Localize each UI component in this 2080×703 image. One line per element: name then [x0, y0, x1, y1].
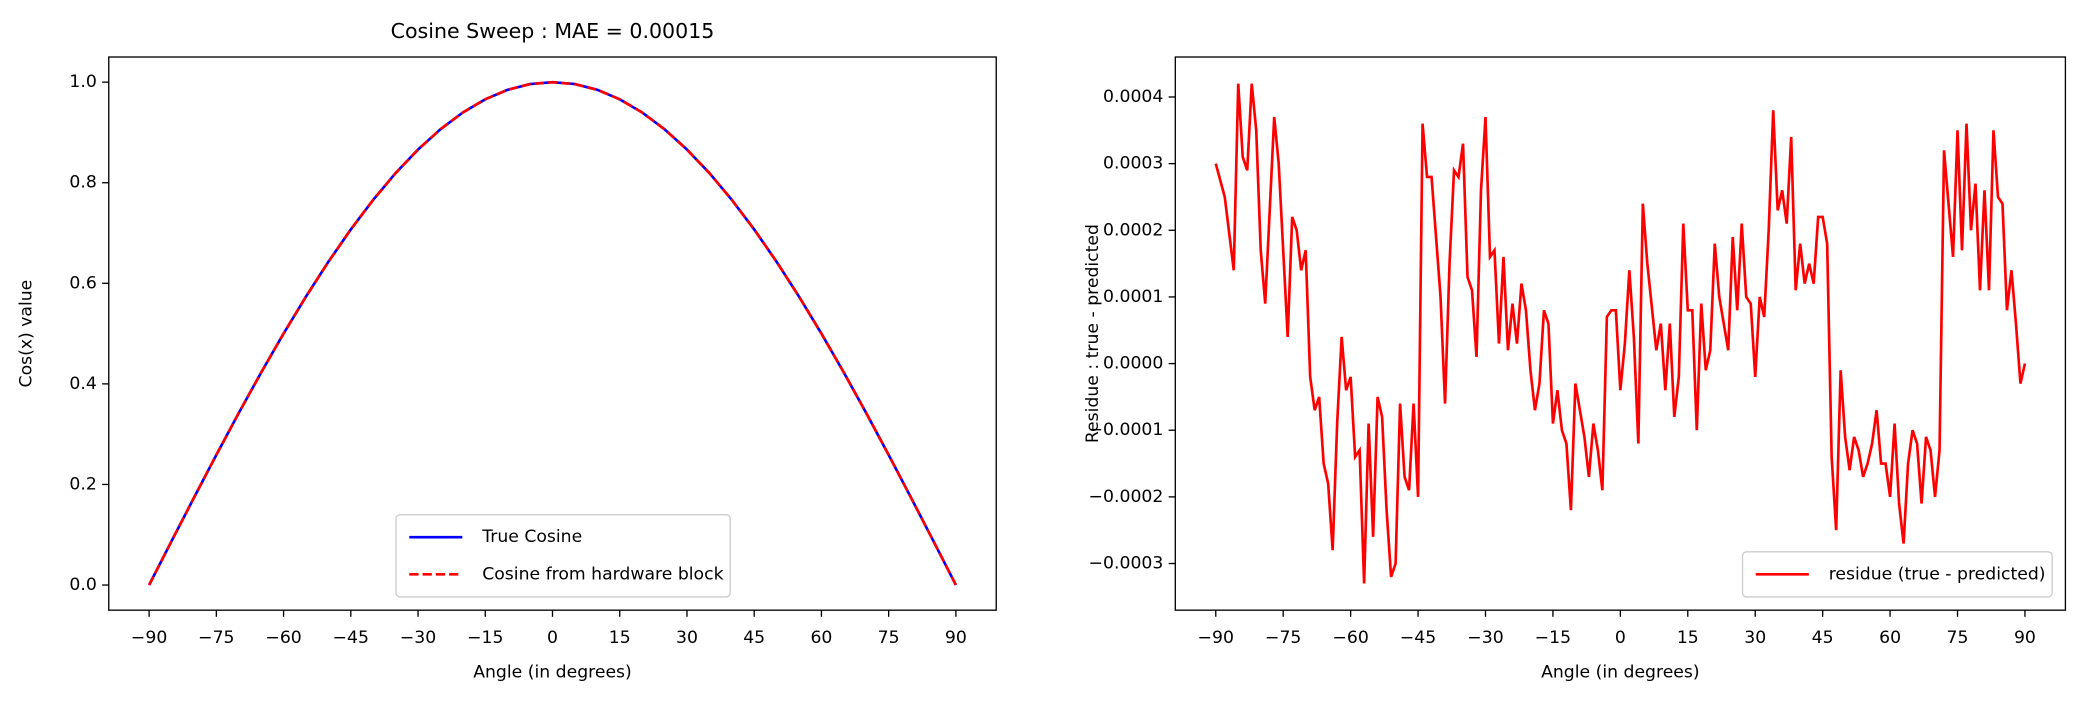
y-tick-label: 0.8 — [69, 173, 96, 193]
legend-box — [395, 514, 731, 598]
x-tick-label: 0 — [1615, 628, 1626, 648]
x-tick-label: 45 — [743, 628, 765, 648]
y-tick-label: 0.0004 — [1103, 87, 1163, 107]
y-tick-label: 0.6 — [69, 273, 96, 293]
legend-label: True Cosine — [481, 527, 582, 547]
x-tick-label: 75 — [878, 628, 900, 648]
x-tick-label: 90 — [945, 628, 967, 648]
y-axis-label: Cos(x) value — [17, 280, 37, 388]
x-tick-label: 0 — [547, 628, 558, 648]
plot-frame — [108, 56, 997, 611]
x-tick-label: −15 — [1535, 628, 1571, 648]
plot-frame — [1174, 56, 2067, 611]
y-tick-label: −0.0003 — [1089, 554, 1164, 574]
y-tick-label: 0.4 — [69, 374, 96, 394]
y-tick-label: 1.0 — [69, 72, 96, 92]
x-axis-label: Angle (in degrees) — [1541, 663, 1700, 683]
x-tick-label: −75 — [198, 628, 234, 648]
x-tick-label: 45 — [1812, 628, 1834, 648]
y-tick-label: 0.2 — [69, 474, 96, 494]
y-tick-label: 0.0001 — [1103, 287, 1163, 307]
x-tick-label: 15 — [1677, 628, 1699, 648]
y-tick-label: −0.0002 — [1089, 487, 1164, 507]
x-tick-label: 75 — [1947, 628, 1969, 648]
x-tick-label: 90 — [2014, 628, 2036, 648]
x-tick-label: −60 — [265, 628, 301, 648]
chart-title: Cosine Sweep : MAE = 0.00015 — [391, 19, 715, 43]
legend: True Cosine Cosine from hardware block — [395, 514, 731, 598]
x-tick-label: 60 — [810, 628, 832, 648]
y-tick-label: 0.0000 — [1103, 354, 1163, 374]
legend-box — [1741, 551, 2053, 598]
x-axis-label: Angle (in degrees) — [473, 663, 632, 683]
x-tick-label: 60 — [1879, 628, 1901, 648]
x-tick-label: −30 — [400, 628, 436, 648]
legend-label: Cosine from hardware block — [482, 564, 723, 584]
y-tick-label: 0.0 — [69, 575, 96, 595]
y-tick-label: 0.0003 — [1103, 154, 1163, 174]
x-tick-label: 15 — [609, 628, 631, 648]
x-tick-label: −45 — [333, 628, 369, 648]
legend-label: residue (true - predicted) — [1829, 564, 2046, 584]
y-tick-label: 0.0002 — [1103, 220, 1163, 240]
y-tick-label: −0.0001 — [1089, 420, 1164, 440]
series-line — [1214, 83, 2027, 584]
x-tick-label: −15 — [467, 628, 503, 648]
x-tick-label: 30 — [1744, 628, 1766, 648]
x-tick-label: −60 — [1332, 628, 1368, 648]
x-tick-label: −45 — [1400, 628, 1436, 648]
x-tick-label: −90 — [131, 628, 167, 648]
x-tick-label: −90 — [1198, 628, 1234, 648]
series-line — [147, 80, 958, 586]
x-tick-label: −75 — [1265, 628, 1301, 648]
x-tick-label: 30 — [676, 628, 698, 648]
legend: residue (true - predicted) — [1741, 551, 2053, 598]
y-axis-label: Residue : true - predicted — [1083, 224, 1103, 443]
x-tick-label: −30 — [1467, 628, 1503, 648]
